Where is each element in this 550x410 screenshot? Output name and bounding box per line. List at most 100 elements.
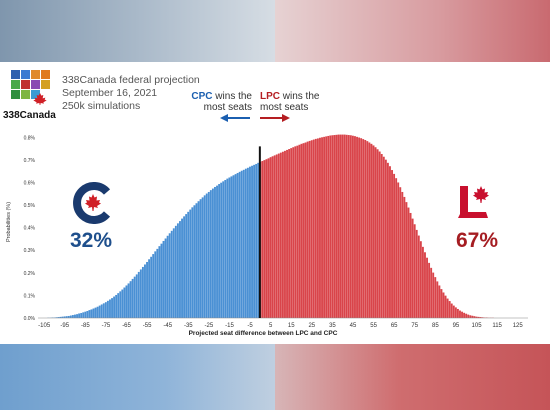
x-tick-label: 105: [472, 323, 483, 329]
bar-cpc: [98, 305, 101, 318]
bar-cpc: [172, 228, 175, 318]
bar-lpc: [428, 262, 431, 318]
bar-cpc: [174, 225, 177, 318]
bar-cpc: [141, 266, 144, 318]
bar-lpc: [421, 246, 424, 318]
bar-cpc: [67, 315, 70, 318]
bar-cpc: [55, 317, 58, 318]
bar-cpc: [74, 314, 76, 318]
bar-lpc: [397, 182, 400, 318]
y-tick-label: 0.7%: [24, 158, 36, 164]
bar-lpc: [347, 135, 350, 318]
bar-cpc: [76, 314, 78, 318]
bar-cpc: [106, 300, 109, 318]
bar-lpc: [391, 170, 393, 318]
bar-lpc: [319, 137, 321, 318]
bar-lpc: [327, 135, 330, 318]
x-tick-label: 55: [370, 323, 377, 329]
bar-cpc: [154, 251, 157, 318]
bar-cpc: [226, 178, 229, 318]
bar-cpc: [251, 165, 253, 318]
bar-cpc: [131, 278, 134, 318]
bar-cpc: [205, 193, 208, 318]
bar-lpc: [477, 316, 480, 318]
bar-lpc: [411, 218, 414, 318]
logo-square: [21, 80, 30, 89]
bar-cpc: [133, 276, 136, 318]
bar-cpc: [162, 240, 165, 318]
bar-lpc: [442, 292, 445, 318]
bar-lpc: [417, 235, 420, 318]
bar-lpc: [288, 149, 291, 318]
bar-cpc: [197, 201, 200, 318]
bar-cpc: [181, 218, 183, 318]
bar-lpc: [368, 142, 371, 318]
logo-square: [41, 80, 50, 89]
x-tick-label: 25: [308, 323, 315, 329]
cpc-wins-text: wins the: [212, 91, 252, 102]
logo-square: [31, 90, 40, 99]
bar-lpc: [434, 277, 437, 318]
x-tick-label: 15: [288, 323, 295, 329]
bar-cpc: [125, 285, 128, 318]
bar-lpc: [384, 159, 387, 318]
bar-lpc: [304, 142, 307, 318]
bar-cpc: [65, 316, 68, 318]
bar-cpc: [144, 264, 146, 318]
bar-cpc: [90, 309, 93, 318]
bar-cpc: [71, 315, 74, 318]
lpc-win-percentage: 67%: [456, 229, 499, 252]
cpc-most-seats-text: most seats: [203, 102, 252, 113]
logo-square: [21, 90, 30, 99]
bar-lpc: [415, 229, 418, 318]
background-blur-top-right: [275, 0, 550, 62]
page-title: 338Canada federal projection: [62, 74, 200, 86]
bar-lpc: [339, 134, 342, 318]
x-tick-label: 125: [513, 323, 524, 329]
bar-cpc: [185, 214, 188, 318]
bar-cpc: [216, 185, 218, 318]
y-axis-label: Probabilities (%): [6, 202, 12, 242]
bar-lpc: [450, 303, 453, 318]
x-tick-label: 5: [269, 323, 273, 329]
bar-cpc: [94, 307, 97, 318]
bar-cpc: [109, 299, 111, 318]
bar-lpc: [275, 154, 278, 318]
histogram-bars: [47, 134, 494, 318]
bar-lpc: [284, 150, 286, 318]
bar-cpc: [166, 235, 169, 318]
bar-lpc: [473, 316, 476, 318]
bar-lpc: [393, 173, 396, 318]
bar-cpc: [244, 168, 247, 318]
bar-cpc: [158, 246, 161, 318]
bar-cpc: [234, 174, 237, 318]
bar-cpc: [209, 190, 212, 318]
bar-cpc: [86, 311, 89, 318]
bar-lpc: [452, 305, 455, 318]
bar-cpc: [96, 306, 99, 318]
bar-lpc: [461, 311, 463, 318]
x-tick-label: -15: [225, 323, 234, 329]
bar-lpc: [395, 178, 398, 318]
bar-cpc: [156, 248, 159, 318]
bar-lpc: [469, 315, 472, 318]
bar-lpc: [440, 289, 443, 318]
logo-grid-icon: [11, 70, 50, 99]
lpc-most-seats-text: most seats: [260, 102, 309, 113]
bar-lpc: [337, 134, 340, 318]
bar-lpc: [407, 207, 410, 318]
bar-lpc: [380, 154, 383, 318]
bar-lpc: [298, 144, 301, 318]
bar-lpc: [267, 158, 270, 318]
bar-lpc: [409, 212, 412, 318]
logo-square: [11, 90, 20, 99]
x-tick-label: -45: [163, 323, 172, 329]
bar-lpc: [448, 301, 451, 318]
bar-cpc: [80, 313, 83, 318]
bar-lpc: [386, 162, 389, 318]
bar-cpc: [102, 303, 105, 318]
bar-lpc: [349, 135, 352, 318]
bar-cpc: [115, 294, 118, 318]
bar-lpc: [366, 141, 369, 318]
